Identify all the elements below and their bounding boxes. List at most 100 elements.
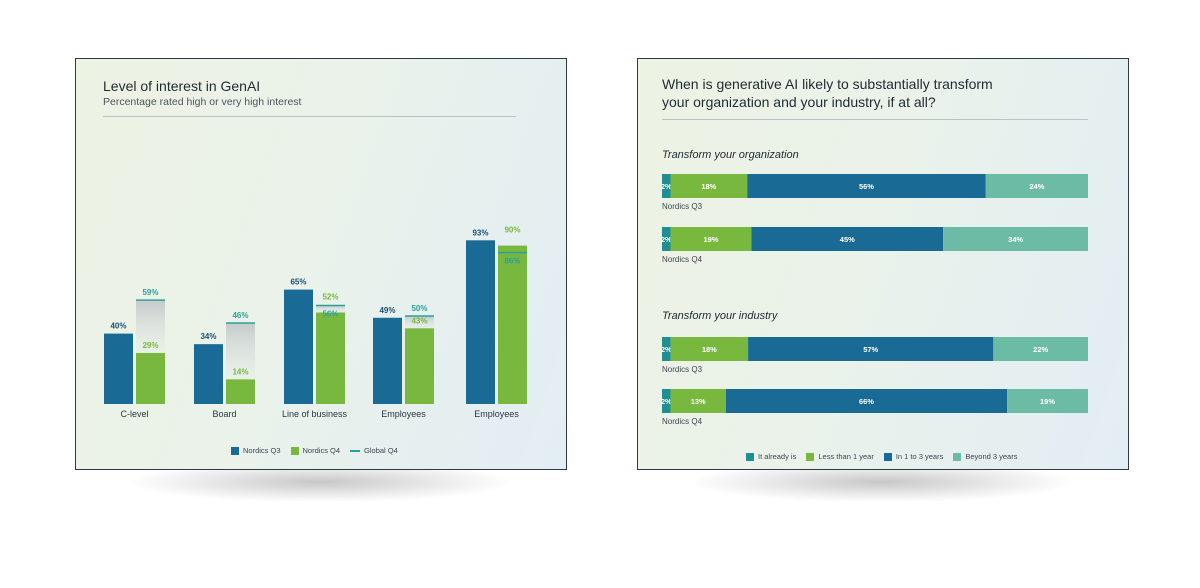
row-label: Nordics Q3 [662, 365, 703, 374]
bar-nordics-q4 [136, 352, 165, 404]
label-nordics-q4: 14% [232, 367, 248, 376]
label-nordics-q4: 52% [322, 292, 338, 301]
label-nordics-q4: 29% [142, 341, 158, 350]
segment-label: 34% [1008, 235, 1023, 244]
segment-label: 2% [661, 235, 672, 244]
title-divider [103, 116, 516, 117]
segment-label: 2% [661, 397, 672, 406]
global-gap-shade [136, 300, 165, 353]
legend-label: In 1 to 3 years [895, 452, 944, 461]
label-nordics-q4: 90% [504, 226, 520, 235]
label-nordics-q3: 65% [290, 278, 306, 287]
bar-nordics-q4 [405, 328, 434, 404]
bar-nordics-q4 [498, 245, 527, 404]
stack-segment [662, 389, 671, 413]
segment-label: 19% [703, 235, 718, 244]
row-label: Nordics Q4 [662, 417, 703, 426]
global-gap-shade [226, 323, 255, 380]
segment-label: 56% [859, 182, 874, 191]
legend-swatch [806, 452, 815, 461]
segment-label: 18% [701, 182, 716, 191]
segment-label: 57% [863, 345, 878, 354]
global-gap-shade [405, 316, 434, 329]
stack-segment [725, 389, 1008, 413]
segment-label: 2% [661, 182, 672, 191]
label-nordics-q3: 34% [200, 332, 216, 341]
label-global-q4: 59% [142, 288, 158, 297]
category-label: Line of business [282, 409, 348, 419]
category-label: C-level [120, 409, 148, 419]
legend-label: Less than 1 year [818, 452, 874, 461]
segment-label: 66% [859, 397, 874, 406]
stack-segment [662, 174, 671, 198]
legend-item-less-1-year: Less than 1 year [806, 452, 874, 461]
legend-item-nordics-q4: Nordics Q4 [290, 446, 341, 455]
bar-nordics-q3 [466, 240, 495, 404]
label-nordics-q3: 49% [379, 306, 395, 315]
stack-segment [1007, 389, 1088, 413]
legend-line [350, 449, 361, 452]
legend-swatch [290, 446, 299, 455]
legend-item-already: It already is [746, 452, 796, 461]
stack-segment [670, 389, 726, 413]
category-label: Employees [381, 409, 426, 419]
interest-chart-title: Level of interest in GenAI [103, 78, 261, 94]
legend-label: Beyond 3 years [965, 452, 1018, 461]
label-global-q4: 86% [504, 257, 520, 266]
stack-segment [993, 337, 1088, 361]
legend-label: Nordics Q4 [302, 446, 341, 455]
stack-segment [662, 337, 671, 361]
stack-segment [670, 227, 752, 251]
row-label: Nordics Q3 [662, 202, 703, 211]
stack-segment [670, 174, 748, 198]
transform-stacked-chart: 2% 18% 56% 24% 2% 19% 45% 34% 2% 18% 57% 22% 2% 13% 66… [661, 174, 1088, 413]
legend-swatch [746, 452, 754, 461]
legend-item-nordics-q3: Nordics Q3 [231, 446, 281, 455]
segment-label: 22% [1033, 345, 1048, 354]
label-nordics-q4: 43% [411, 316, 427, 325]
stack-segment [670, 337, 749, 361]
label-nordics-q3: 40% [110, 322, 126, 331]
stack-segment [943, 227, 1088, 251]
legend-swatch [231, 446, 239, 455]
legend-label: Global Q4 [364, 446, 398, 455]
bar-nordics-q4 [226, 379, 255, 404]
stack-segment [662, 227, 671, 251]
transform-chart-panel: When is generative AI likely to substant… [637, 58, 1129, 470]
row-label: Nordics Q4 [662, 255, 703, 264]
segment-label: 19% [1040, 397, 1055, 406]
stack-segment [985, 174, 1088, 198]
legend-label: It already is [758, 452, 797, 461]
legend-swatch [883, 452, 892, 461]
legend-item-global-q4: Global Q4 [350, 446, 398, 455]
title-divider [662, 119, 1088, 120]
global-gap-shade [316, 305, 345, 313]
label-global-q4: 50% [411, 304, 427, 313]
label-nordics-q3: 93% [472, 228, 488, 237]
category-label: Board [212, 409, 236, 419]
category-label: Employees [474, 409, 519, 419]
legend-item-1-3-years: In 1 to 3 years [883, 452, 944, 461]
segment-label: 24% [1029, 182, 1044, 191]
bar-nordics-q3 [373, 317, 402, 404]
stack-segment [751, 227, 944, 251]
transform-chart-title-line2: your organization and your industry, if … [662, 94, 936, 110]
interest-bar-chart: 40% 59% 29% C-level 34% 46% 14% Board 65% 52% 56% L… [104, 226, 527, 419]
interest-chart-panel: Level of interest in GenAI Percentage ra… [75, 58, 567, 470]
stack-segment [748, 337, 994, 361]
stack-segment [747, 174, 986, 198]
bar-nordics-q4 [316, 312, 345, 404]
bar-nordics-q3 [284, 289, 313, 404]
legend-label: Nordics Q3 [243, 446, 281, 455]
interest-chart-legend: Nordics Q3 Nordics Q4 Global Q4 [231, 446, 408, 455]
bar-nordics-q3 [194, 344, 223, 404]
transform-chart-title-line1: When is generative AI likely to substant… [662, 76, 993, 92]
label-global-q4: 46% [232, 311, 248, 320]
segment-label: 45% [840, 235, 855, 244]
legend-item-beyond-3-years: Beyond 3 years [953, 452, 1017, 461]
transform-chart-legend: It already is Less than 1 year In 1 to 3… [746, 452, 1027, 461]
legend-swatch [953, 452, 962, 461]
interest-chart-subtitle: Percentage rated high or very high inter… [103, 96, 302, 108]
section-title-industry: Transform your industry [662, 310, 778, 322]
segment-label: 18% [702, 345, 717, 354]
